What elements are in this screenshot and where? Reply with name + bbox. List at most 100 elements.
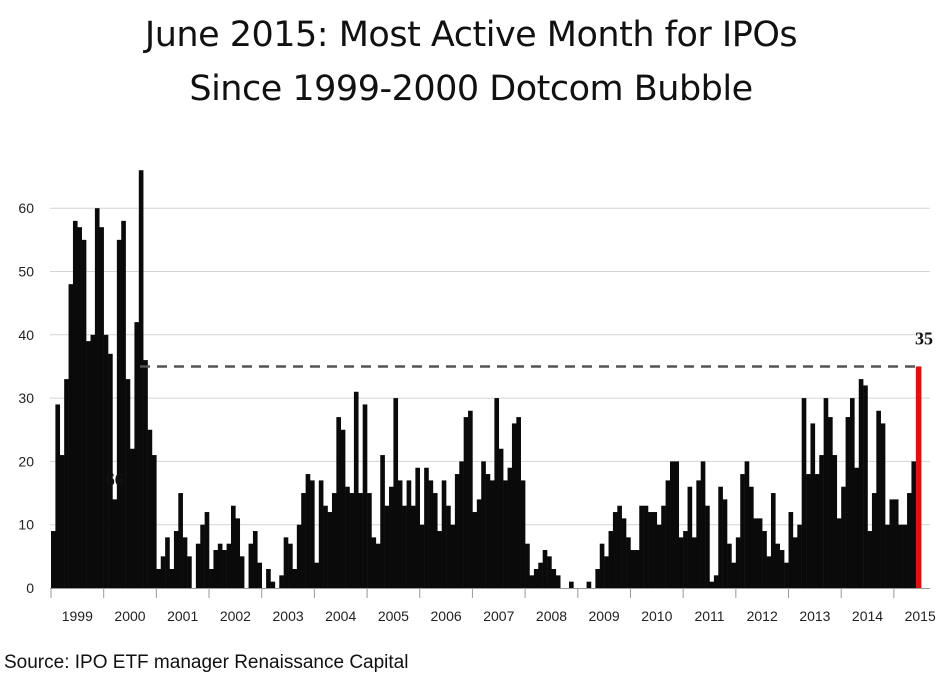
- bar: [301, 493, 306, 588]
- bar: [520, 480, 526, 588]
- x-tick-label: 2001: [167, 608, 198, 624]
- x-tick-label: 2012: [747, 608, 778, 624]
- bar: [542, 550, 548, 588]
- bar: [134, 322, 140, 588]
- y-tick-label: 30: [18, 390, 34, 406]
- bar: [801, 398, 807, 588]
- bar: [889, 499, 895, 588]
- bar: [266, 569, 271, 588]
- bar: [248, 543, 254, 588]
- bar: [156, 569, 161, 588]
- x-tick-label: 2009: [589, 608, 620, 624]
- bar: [151, 455, 157, 588]
- bar: [485, 474, 491, 588]
- bar: [367, 493, 372, 588]
- bar: [72, 220, 78, 589]
- bar: [406, 480, 412, 588]
- bar: [691, 537, 697, 588]
- bar: [863, 385, 868, 588]
- bar: [722, 499, 728, 588]
- bar: [336, 417, 341, 588]
- bar: [656, 524, 662, 588]
- bar: [353, 391, 359, 588]
- bar: [757, 518, 763, 588]
- bar: [305, 474, 311, 588]
- data-label: 66: [106, 469, 124, 489]
- x-tick-label: 2011: [694, 608, 724, 624]
- bar: [665, 480, 671, 588]
- bar: [845, 417, 851, 588]
- chart-title-line-1: June 2015: Most Active Month for IPOs: [144, 15, 798, 55]
- bar: [683, 531, 688, 588]
- bar: [779, 550, 785, 588]
- bar: [911, 461, 917, 588]
- bar: [876, 410, 881, 588]
- y-tick-label: 60: [18, 200, 34, 216]
- bar: [740, 474, 745, 588]
- x-tick-label: 1999: [62, 608, 93, 624]
- bar: [902, 524, 908, 588]
- bar-highlight: [915, 366, 922, 588]
- bar: [814, 474, 820, 588]
- bar: [775, 543, 780, 588]
- bar: [819, 455, 824, 588]
- bar: [898, 524, 903, 588]
- bar: [331, 493, 337, 588]
- bar: [86, 341, 91, 588]
- bar: [108, 353, 113, 588]
- y-tick-label: 20: [18, 453, 34, 469]
- bar: [674, 461, 680, 588]
- bar: [81, 239, 87, 588]
- bar: [828, 417, 833, 588]
- bar: [270, 581, 276, 588]
- bar: [283, 537, 289, 588]
- bar: [709, 581, 715, 588]
- bar: [735, 537, 741, 588]
- bar: [836, 518, 842, 588]
- bar: [446, 505, 451, 588]
- x-tick-label: 2014: [852, 608, 883, 624]
- x-tick-label: 2013: [799, 608, 830, 624]
- bar: [314, 562, 320, 588]
- bar: [727, 543, 732, 588]
- bar: [380, 455, 385, 588]
- bar: [490, 480, 495, 588]
- bar: [450, 524, 456, 588]
- bar: [340, 429, 346, 588]
- bar: [634, 550, 640, 588]
- bar: [147, 429, 153, 588]
- bar: [468, 410, 473, 588]
- bar: [788, 512, 794, 588]
- chart-title: June 2015: Most Active Month for IPOs Si…: [0, 8, 942, 116]
- bar: [121, 220, 126, 589]
- bar: [200, 524, 205, 588]
- bar: [498, 448, 504, 588]
- bar: [323, 505, 328, 588]
- bar: [288, 543, 293, 588]
- bar: [630, 550, 636, 588]
- bar: [749, 486, 754, 588]
- bar: [428, 480, 434, 588]
- bar: [222, 550, 227, 588]
- bar: [792, 537, 798, 588]
- x-axis: 1999 2000 2001 2002 2003 2004 2005 2006 2007 2008…: [50, 588, 936, 624]
- bar: [511, 423, 517, 588]
- bar: [138, 170, 144, 588]
- bar: [292, 569, 298, 588]
- bar: [410, 505, 416, 588]
- bar: [907, 493, 912, 588]
- bar: [595, 569, 600, 588]
- bar: [463, 417, 469, 588]
- bar: [397, 480, 403, 588]
- bar: [766, 556, 772, 588]
- bar: [841, 486, 846, 588]
- bar: [459, 461, 464, 588]
- bar: [64, 379, 69, 588]
- bar: [345, 486, 350, 588]
- bar: [617, 505, 622, 588]
- bar: [858, 379, 864, 588]
- bar: [389, 486, 394, 588]
- bar: [661, 505, 666, 588]
- bar: [165, 537, 170, 588]
- bar: [362, 404, 368, 588]
